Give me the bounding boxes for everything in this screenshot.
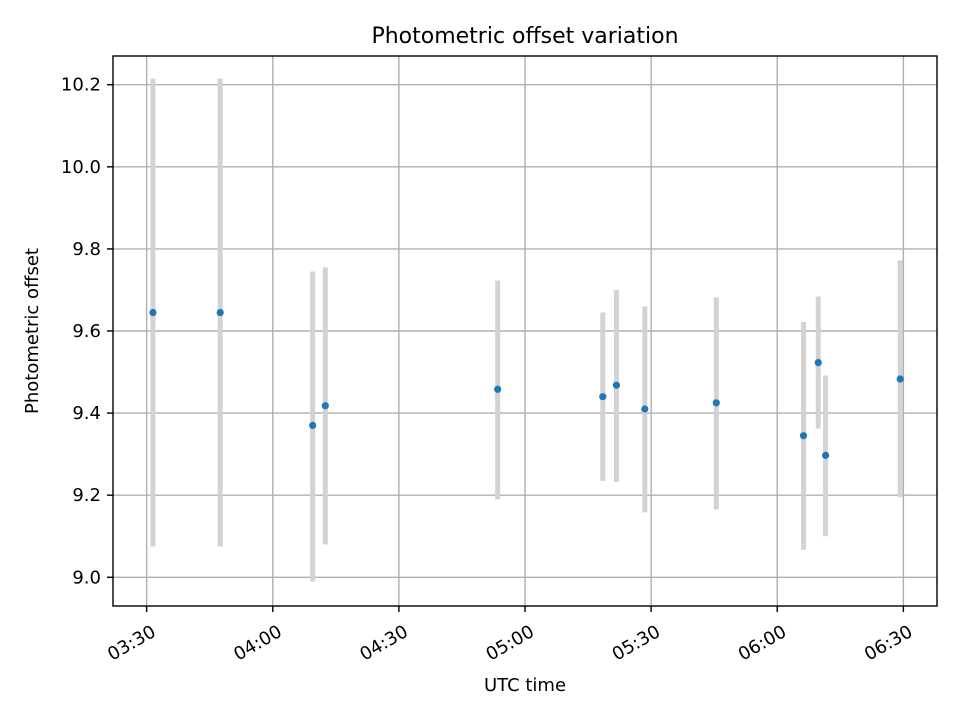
data-point [821, 451, 830, 459]
data-point [612, 381, 621, 389]
data-point [599, 393, 607, 401]
y-tick-label: 9.8 [72, 239, 101, 260]
x-axis-label: UTC time [484, 675, 566, 696]
y-tick-label: 9.2 [72, 485, 101, 506]
data-point [799, 432, 808, 440]
grid [113, 56, 937, 606]
y-axis-label: Photometric offset [22, 248, 43, 414]
data-point [814, 359, 822, 367]
data-point [309, 421, 317, 430]
data-point [641, 405, 649, 413]
y-tick-label: 10.2 [61, 75, 101, 96]
y-tick-label: 10.0 [61, 157, 101, 178]
data-point [896, 375, 904, 383]
data-point [149, 308, 157, 317]
y-tick-label: 9.0 [72, 567, 101, 588]
data-point [712, 399, 720, 407]
chart-title: Photometric offset variation [371, 24, 678, 49]
data-point [216, 308, 224, 317]
data-point [494, 385, 502, 393]
data-point [321, 402, 329, 410]
y-tick-label: 9.4 [72, 403, 101, 424]
y-tick-label: 9.6 [72, 321, 101, 342]
data-points [149, 308, 904, 459]
